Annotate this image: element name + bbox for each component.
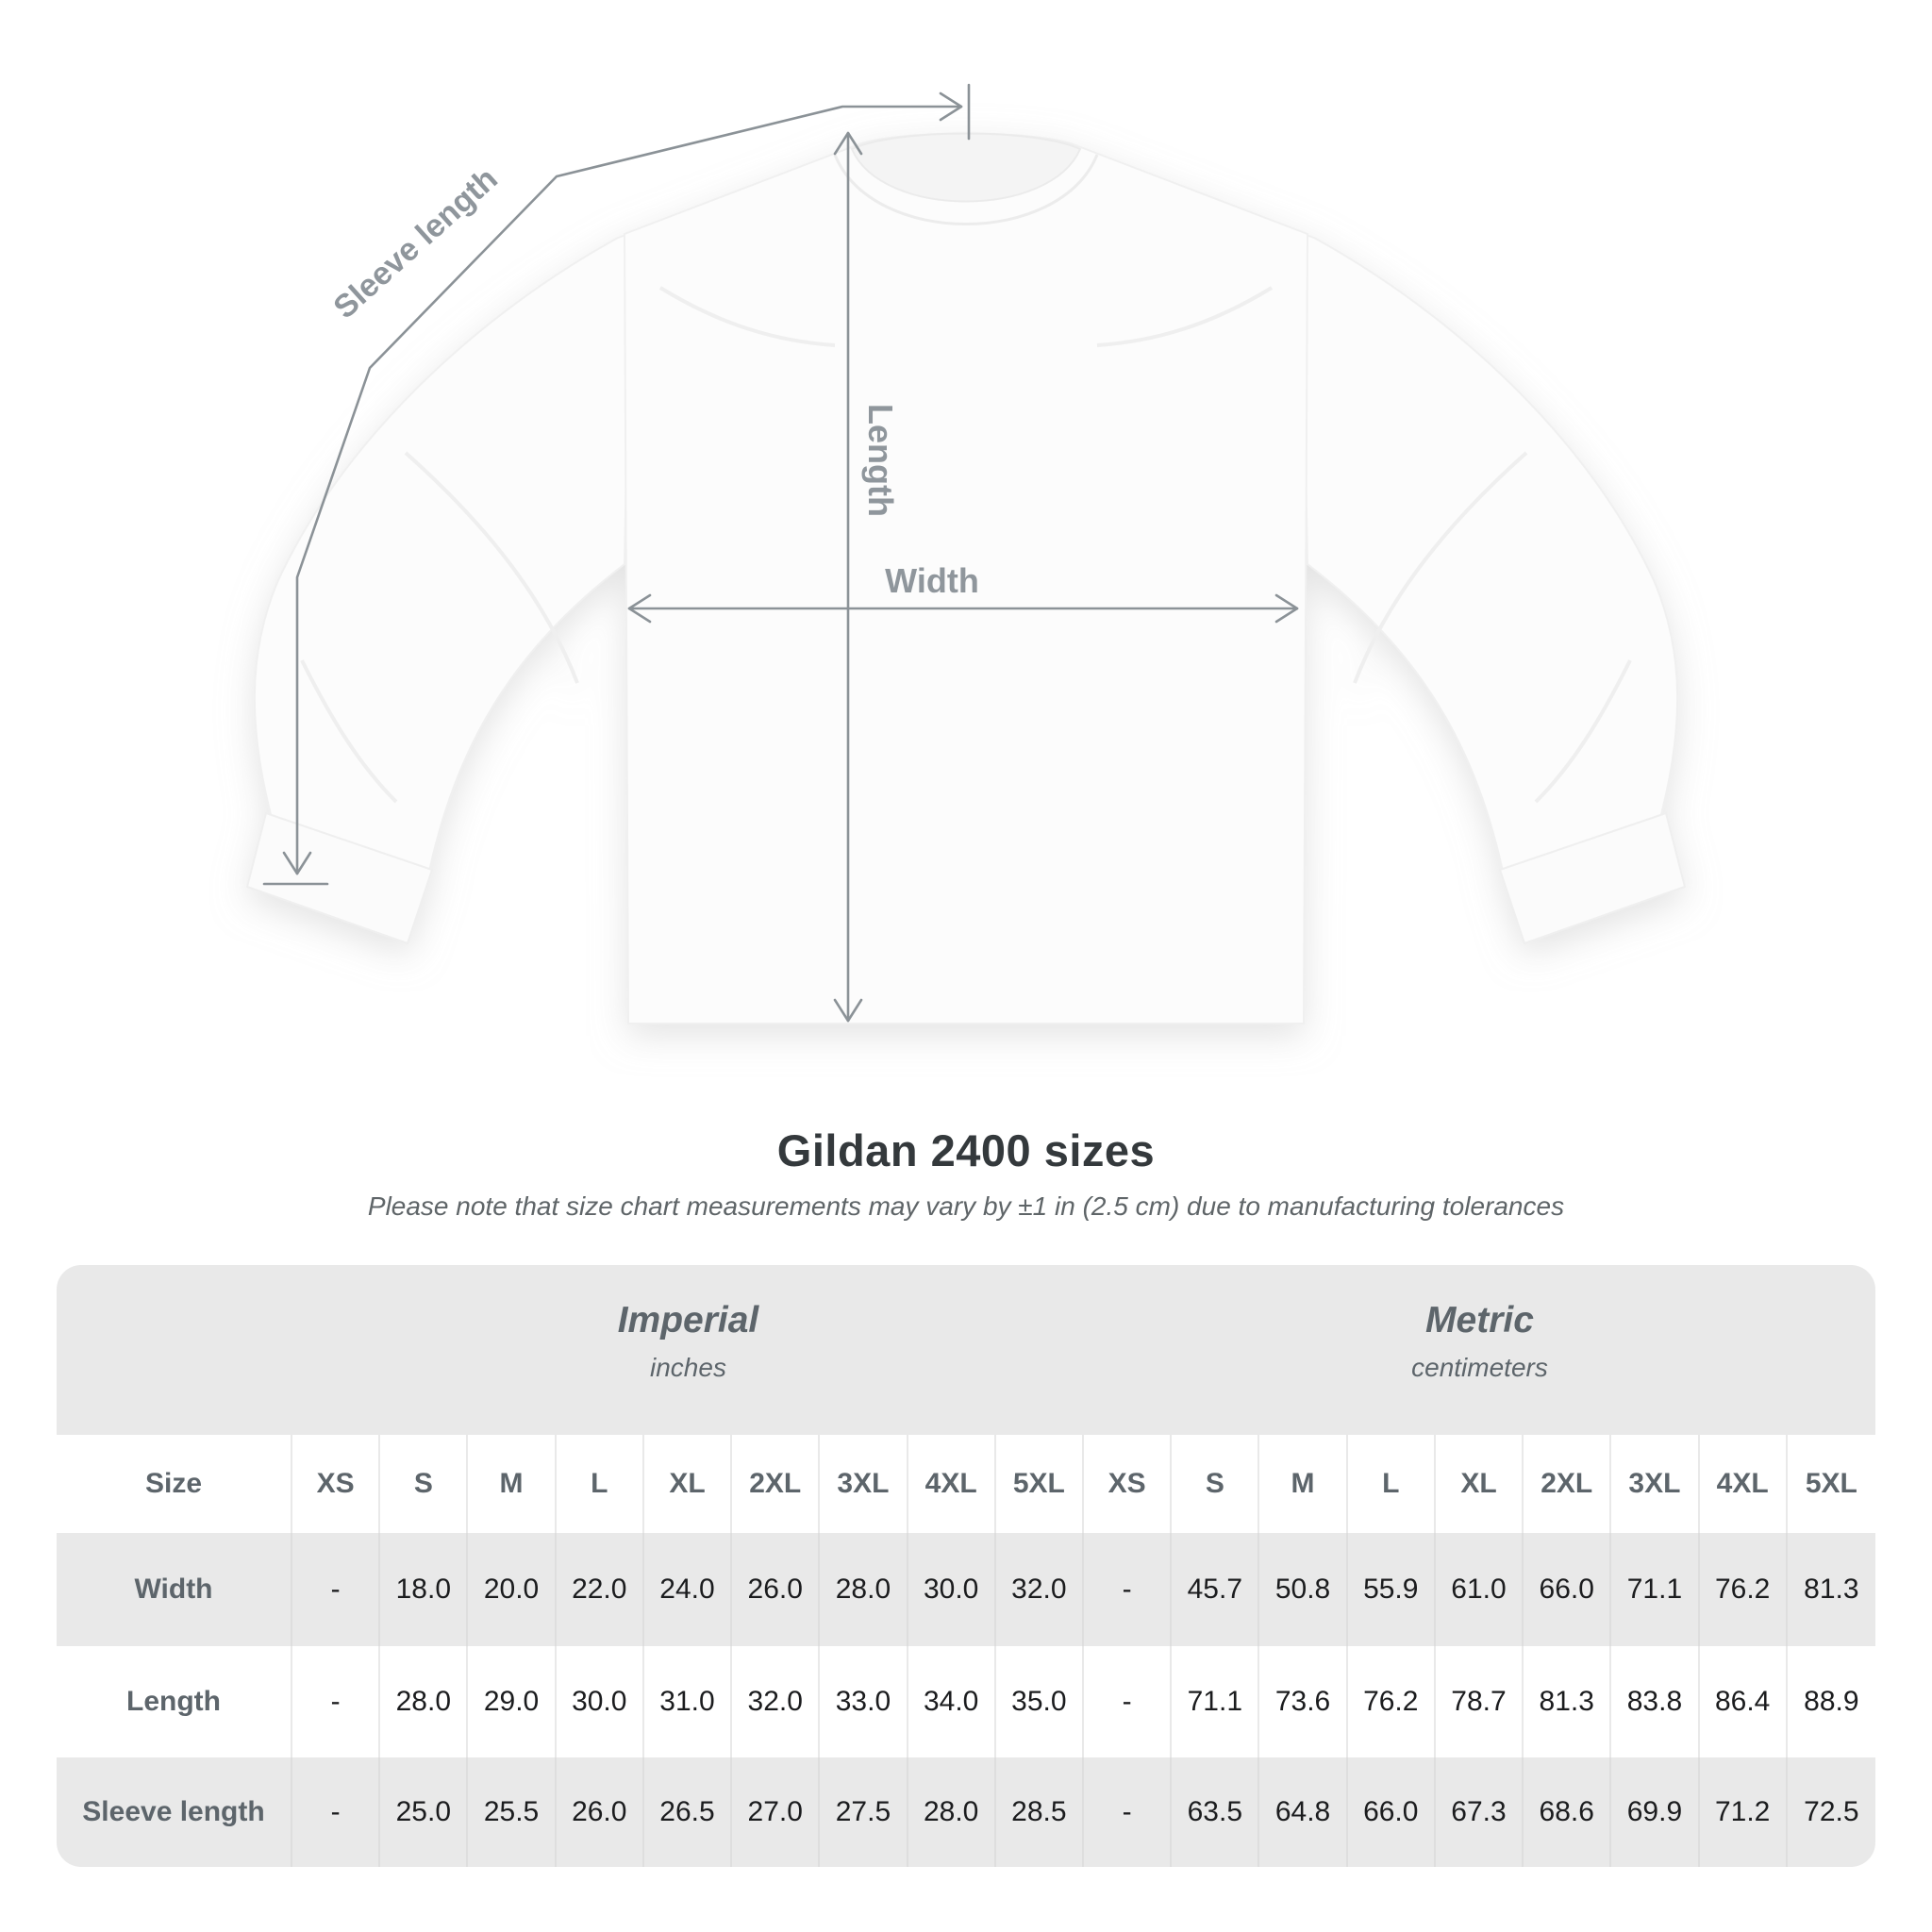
metric-sublabel: centimeters — [1411, 1353, 1548, 1382]
table-cell: 72.5 — [1787, 1757, 1875, 1867]
tolerance-note: Please note that size chart measurements… — [367, 1191, 1565, 1221]
table-cell: 61.0 — [1435, 1533, 1524, 1646]
table-cell: 69.9 — [1611, 1757, 1700, 1867]
col-header: 3XL — [820, 1435, 908, 1533]
table-cell: - — [1083, 1533, 1173, 1646]
table-cell: 26.0 — [732, 1533, 821, 1646]
collar — [850, 132, 1082, 203]
row-label-width: Width — [57, 1533, 292, 1646]
imperial-sublabel: inches — [650, 1353, 726, 1382]
table-cell: 73.6 — [1259, 1646, 1348, 1757]
table-cell: 81.3 — [1787, 1533, 1875, 1646]
col-header: 3XL — [1611, 1435, 1700, 1533]
table-cell: - — [1083, 1646, 1173, 1757]
col-header: 5XL — [995, 1435, 1084, 1533]
table-cell: 32.0 — [732, 1646, 821, 1757]
page-title: Gildan 2400 sizes — [776, 1125, 1156, 1175]
col-header: L — [1347, 1435, 1436, 1533]
table-cell: 86.4 — [1699, 1646, 1788, 1757]
col-header: 2XL — [1524, 1435, 1612, 1533]
table-cell: 33.0 — [820, 1646, 908, 1757]
table-cell: 83.8 — [1611, 1646, 1700, 1757]
table-cell: 26.5 — [643, 1757, 733, 1867]
col-header: XS — [1083, 1435, 1173, 1533]
table-cell: 32.0 — [995, 1533, 1084, 1646]
table-cell: 28.0 — [820, 1533, 908, 1646]
col-header: XS — [292, 1435, 381, 1533]
table-cell: 28.0 — [908, 1757, 996, 1867]
table-cell: 66.0 — [1524, 1533, 1612, 1646]
table-cell: - — [1083, 1757, 1173, 1867]
table-cell: 66.0 — [1347, 1757, 1436, 1867]
table-cell: 26.0 — [556, 1757, 644, 1867]
col-header: 4XL — [908, 1435, 996, 1533]
unit-band-imperial: Imperial inches — [292, 1265, 1084, 1435]
table-cell: 71.2 — [1699, 1757, 1788, 1867]
corner-header: Size — [57, 1435, 292, 1533]
metric-label: Metric — [1425, 1300, 1534, 1341]
table-cell: - — [292, 1533, 381, 1646]
table-cell: 34.0 — [908, 1646, 996, 1757]
table-cell: 78.7 — [1435, 1646, 1524, 1757]
table-cell: 28.5 — [995, 1757, 1084, 1867]
table-cell: 35.0 — [995, 1646, 1084, 1757]
table-cell: 24.0 — [643, 1533, 733, 1646]
table-cell: 30.0 — [556, 1646, 644, 1757]
table-cell: 71.1 — [1611, 1533, 1700, 1646]
col-header: XL — [1435, 1435, 1524, 1533]
table-cell: 29.0 — [468, 1646, 557, 1757]
unit-band-metric: Metric centimeters — [1083, 1265, 1875, 1435]
width-measure: Width — [627, 561, 1299, 624]
table-cell: 27.5 — [820, 1757, 908, 1867]
length-label: Length — [861, 404, 900, 517]
table-cell: 76.2 — [1699, 1533, 1788, 1646]
col-header: 4XL — [1699, 1435, 1788, 1533]
table-cell: - — [292, 1757, 381, 1867]
row-label-sleeve-length: Sleeve length — [57, 1757, 292, 1867]
col-header: M — [1259, 1435, 1348, 1533]
table-cell: 88.9 — [1787, 1646, 1875, 1757]
col-header: S — [1172, 1435, 1260, 1533]
table-cell: 68.6 — [1524, 1757, 1612, 1867]
table-cell: 45.7 — [1172, 1533, 1260, 1646]
sleeve-length-label: Sleeve length — [326, 160, 504, 325]
col-header: 5XL — [1787, 1435, 1875, 1533]
table-cell: 25.5 — [468, 1757, 557, 1867]
imperial-label: Imperial — [617, 1300, 759, 1341]
table-cell: 30.0 — [908, 1533, 996, 1646]
table-cell: 76.2 — [1347, 1646, 1436, 1757]
col-header: M — [468, 1435, 557, 1533]
col-header: L — [556, 1435, 644, 1533]
size-table: Imperial inches Metric centimeters Size … — [57, 1265, 1875, 1867]
table-cell: - — [292, 1646, 381, 1757]
table-cell: 64.8 — [1259, 1757, 1348, 1867]
col-header: XL — [643, 1435, 733, 1533]
table-cell: 20.0 — [468, 1533, 557, 1646]
table-cell: 71.1 — [1172, 1646, 1260, 1757]
table-cell: 55.9 — [1347, 1533, 1436, 1646]
table-cell: 22.0 — [556, 1533, 644, 1646]
table-cell: 31.0 — [643, 1646, 733, 1757]
table-cell: 25.0 — [380, 1757, 469, 1867]
width-label: Width — [885, 561, 979, 600]
col-header: 2XL — [732, 1435, 821, 1533]
shirt-illustration: Sleeve length Length Width — [246, 83, 1686, 1024]
row-label-length: Length — [57, 1646, 292, 1757]
table-cell: 81.3 — [1524, 1646, 1612, 1757]
table-cell: 63.5 — [1172, 1757, 1260, 1867]
unit-band-spacer — [57, 1265, 292, 1435]
table-cell: 28.0 — [380, 1646, 469, 1757]
table-cell: 67.3 — [1435, 1757, 1524, 1867]
shirt-measurement-diagram: Sleeve length Length Width — [246, 83, 1686, 1024]
table-cell: 27.0 — [732, 1757, 821, 1867]
length-measure: Length — [833, 131, 900, 1023]
table-cell: 50.8 — [1259, 1533, 1348, 1646]
table-cell: 18.0 — [380, 1533, 469, 1646]
col-header: S — [380, 1435, 469, 1533]
shirt-silhouette — [246, 132, 1686, 1024]
